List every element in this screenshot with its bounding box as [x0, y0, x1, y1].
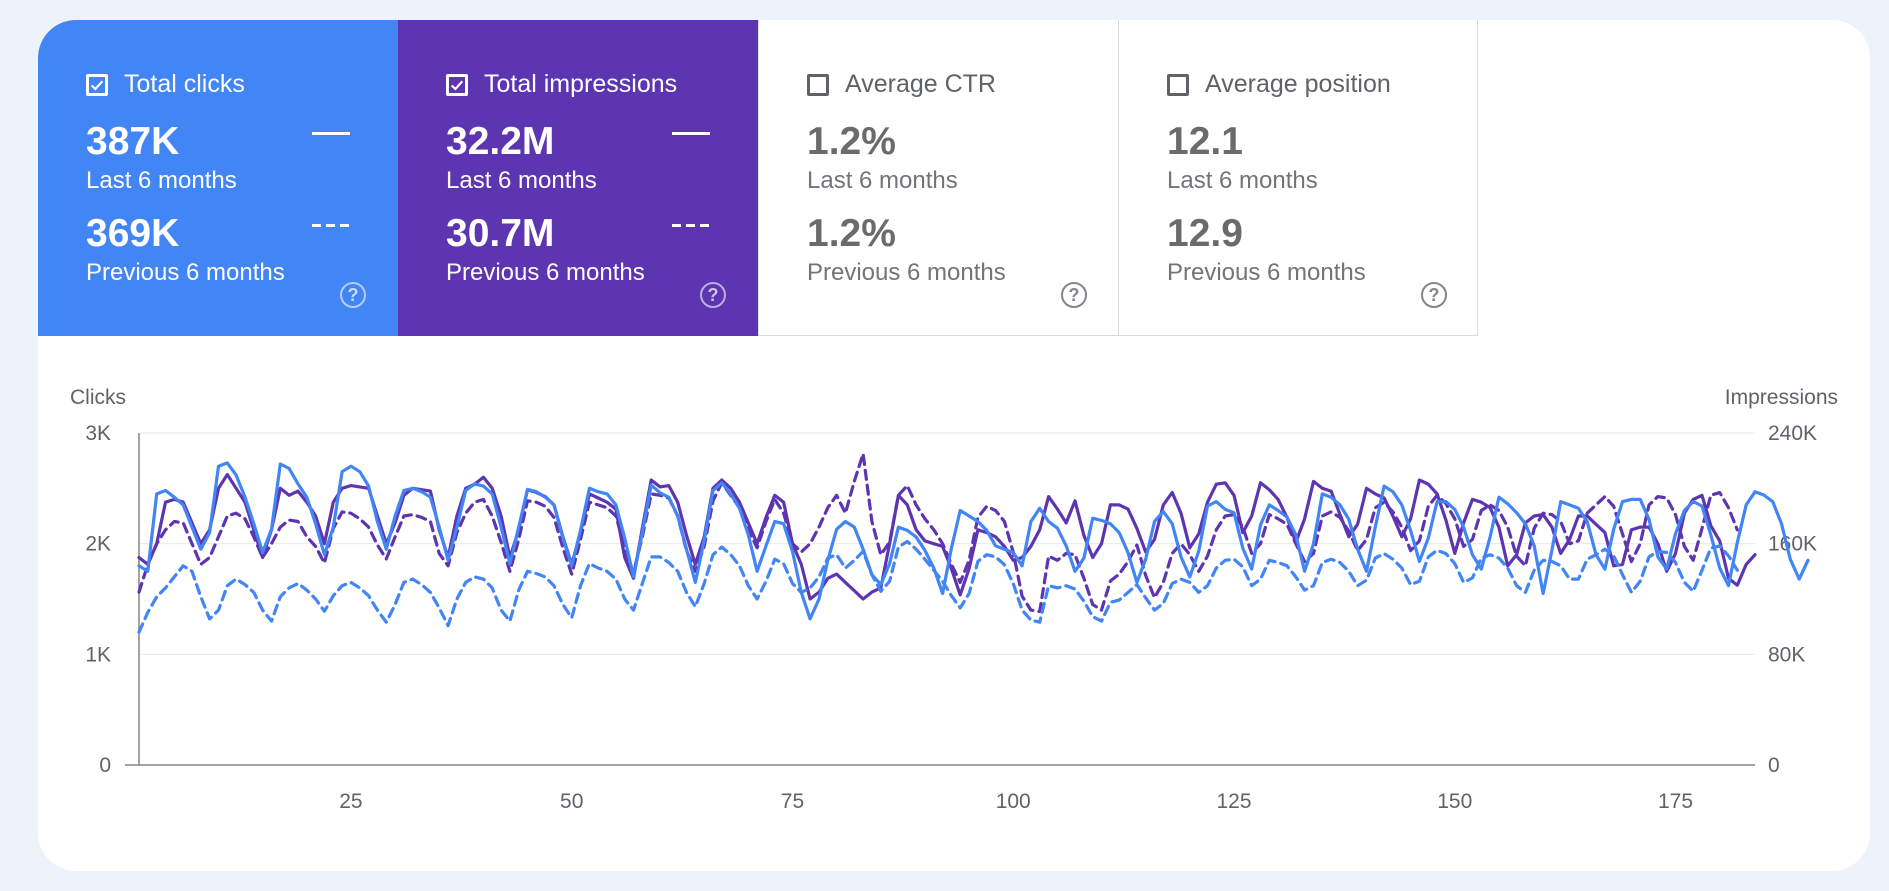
right-y-tick-label: 0: [1768, 754, 1780, 777]
metric-label: Average CTR: [845, 70, 996, 98]
metric-card-average-ctr[interactable]: Average CTR 1.2% Last 6 months 1.2% Prev…: [758, 20, 1118, 336]
left-y-tick-label: 1K: [85, 643, 111, 666]
metric-card-header: Total impressions: [446, 72, 677, 97]
performance-line-chart[interactable]: 0 0 1K 80K 2K 160K 3K 240K 25 50 75 100 125 150 175: [38, 20, 1870, 871]
x-tick-label: 50: [560, 790, 583, 813]
metric-value: 12.1: [1167, 120, 1243, 163]
solid-line-legend-icon: [312, 132, 350, 135]
right-y-tick-label: 80K: [1768, 643, 1805, 666]
metric-period: Last 6 months: [807, 167, 958, 194]
series-line-3-solid: [137, 461, 1810, 621]
metric-label: Average position: [1205, 70, 1391, 98]
x-tick-label: 125: [1216, 790, 1251, 813]
metric-label: Total impressions: [484, 70, 678, 98]
help-circle-icon[interactable]: ?: [1421, 282, 1447, 308]
checkbox-empty-icon[interactable]: [1167, 73, 1189, 96]
right-axis-title: Impressions: [1724, 386, 1838, 409]
metric-value: 387K: [86, 120, 180, 163]
right-y-tick-label: 240K: [1768, 422, 1817, 445]
metric-card-total-clicks[interactable]: Total clicks 387K Last 6 months 369K Pre…: [38, 20, 398, 336]
metric-previous-value: 1.2%: [807, 212, 896, 255]
x-tick-label: 175: [1658, 790, 1693, 813]
performance-panel: Total clicks 387K Last 6 months 369K Pre…: [38, 20, 1870, 871]
x-tick-label: 75: [781, 790, 804, 813]
metric-previous-period: Previous 6 months: [807, 259, 1006, 286]
x-tick-label: 150: [1437, 790, 1472, 813]
left-y-tick-label: 3K: [85, 422, 111, 445]
series-line-2-dashed: [137, 452, 1739, 614]
metric-card-average-position[interactable]: Average position 12.1 Last 6 months 12.9…: [1118, 20, 1478, 336]
metric-value: 1.2%: [807, 120, 896, 163]
series-line-4-dashed: [137, 539, 1739, 634]
metric-period: Last 6 months: [86, 167, 237, 194]
x-tick-label: 25: [339, 790, 362, 813]
left-axis-title: Clicks: [70, 386, 126, 409]
dashed-line-legend-icon: [672, 224, 710, 227]
metric-period: Last 6 months: [1167, 167, 1318, 194]
check-box-icon[interactable]: [446, 73, 468, 96]
help-circle-icon[interactable]: ?: [1061, 282, 1087, 308]
metric-card-total-impressions[interactable]: Total impressions 32.2M Last 6 months 30…: [398, 20, 758, 336]
checkbox-empty-icon[interactable]: [807, 73, 829, 96]
metric-previous-period: Previous 6 months: [446, 259, 645, 286]
left-y-tick-label: 0: [99, 754, 111, 777]
metric-cards: Total clicks 387K Last 6 months 369K Pre…: [38, 20, 1478, 336]
check-box-icon[interactable]: [86, 73, 108, 96]
solid-line-legend-icon: [672, 132, 710, 135]
metric-label: Total clicks: [124, 70, 245, 98]
metric-previous-value: 369K: [86, 212, 180, 255]
metric-previous-period: Previous 6 months: [86, 259, 285, 286]
metric-card-header: Total clicks: [86, 72, 245, 97]
metric-card-header: Average CTR: [807, 72, 996, 97]
right-y-tick-label: 160K: [1768, 533, 1817, 556]
metric-card-header: Average position: [1167, 72, 1391, 97]
left-y-tick-label: 2K: [85, 533, 111, 556]
help-circle-icon[interactable]: ?: [340, 282, 366, 308]
metric-previous-value: 12.9: [1167, 212, 1243, 255]
x-tick-label: 100: [996, 790, 1031, 813]
metric-previous-value: 30.7M: [446, 212, 555, 255]
metric-value: 32.2M: [446, 120, 555, 163]
help-circle-icon[interactable]: ?: [700, 282, 726, 308]
metric-period: Last 6 months: [446, 167, 597, 194]
metric-previous-period: Previous 6 months: [1167, 259, 1366, 286]
dashed-line-legend-icon: [312, 224, 350, 227]
